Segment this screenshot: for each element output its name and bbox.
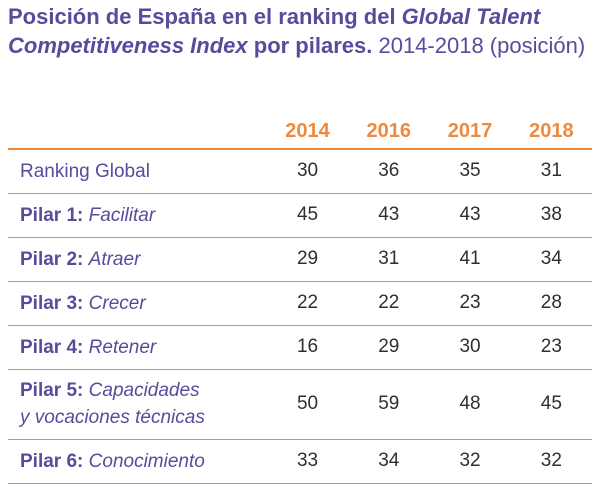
cell-value: 38: [540, 204, 562, 225]
table-row: Pilar 1: Facilitar 45 43 43 38: [8, 193, 592, 237]
header-year: 2014: [285, 119, 330, 142]
header-year: 2017: [447, 119, 493, 142]
cell-value: 59: [378, 393, 400, 414]
ranking-table: 2014 2016 2017 2018 Ranking Global 30 36…: [8, 114, 592, 484]
cell-value: 31: [540, 160, 562, 182]
cell-value: 30: [459, 336, 481, 357]
row-label: Pilar 2: Atraer: [20, 248, 141, 270]
header-empty: [8, 114, 267, 149]
table-row: Pilar 6: Conocimiento 33 34 32 32: [8, 439, 592, 483]
cell-value: 48: [459, 393, 481, 414]
row-label: Pilar 5: Capacidades y vocaciones técnica…: [20, 380, 205, 428]
title-subtitle: 2014-2018 (posición): [372, 33, 586, 58]
cell-value: 22: [378, 292, 400, 313]
cell-value: 43: [459, 204, 481, 225]
table-row: Pilar 4: Retener 16 29 30 23: [8, 325, 592, 369]
cell-value: 28: [540, 292, 562, 313]
cell-value: 34: [378, 450, 400, 471]
header-year: 2018: [529, 119, 574, 142]
cell-value: 30: [296, 160, 319, 182]
cell-value: 35: [459, 160, 481, 182]
cell-value: 45: [540, 393, 562, 414]
title-bold-part2: por pilares.: [247, 33, 373, 58]
cell-value: 50: [296, 393, 319, 414]
cell-value: 29: [296, 248, 319, 269]
table-row: Ranking Global 30 36 35 31: [8, 149, 592, 193]
table-header-row: 2014 2016 2017 2018: [8, 114, 592, 149]
row-label: Pilar 6: Conocimiento: [20, 450, 205, 472]
title-bold-italic: Global Talent Competitiveness Index: [8, 4, 541, 58]
table-row: Pilar 3: Crecer 22 22 23 28: [8, 281, 592, 325]
cell-value: 23: [459, 292, 481, 313]
cell-value: 16: [296, 336, 319, 357]
cell-value: 31: [378, 248, 400, 269]
table-row: Pilar 5: Capacidades y vocaciones técnica…: [8, 369, 592, 439]
table-row: Pilar 2: Atraer 29 31 41 34: [8, 237, 592, 281]
cell-value: 22: [296, 292, 319, 313]
cell-value: 34: [540, 248, 562, 269]
row-label: Ranking Global: [20, 160, 150, 182]
cell-value: 41: [459, 248, 481, 269]
cell-value: 33: [296, 450, 319, 471]
cell-value: 36: [378, 160, 400, 182]
cell-value: 45: [296, 204, 319, 225]
cell-value: 43: [378, 204, 400, 225]
header-year: 2016: [366, 119, 412, 142]
row-label: Pilar 4: Retener: [20, 336, 157, 358]
cell-value: 29: [378, 336, 400, 357]
row-label: Pilar 3: Crecer: [20, 292, 146, 314]
table-title: Posición de España en el ranking del Glo…: [8, 2, 588, 60]
cell-value: 32: [540, 450, 562, 471]
cell-value: 23: [540, 336, 562, 357]
cell-value: 32: [459, 450, 481, 471]
row-label: Pilar 1: Facilitar: [20, 204, 156, 226]
title-bold-part1: Posición de España en el ranking del: [8, 4, 402, 29]
